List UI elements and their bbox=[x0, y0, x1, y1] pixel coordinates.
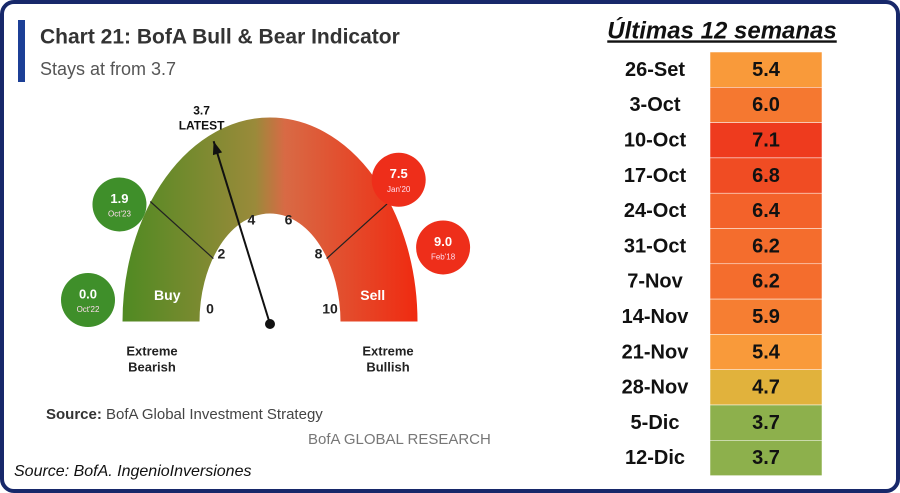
value-cell bbox=[709, 192, 823, 229]
value-label: 5.4 bbox=[752, 341, 781, 363]
end-label: Bearish bbox=[128, 359, 176, 374]
needle bbox=[212, 140, 271, 325]
value-label: 3.7 bbox=[752, 447, 780, 469]
source-label: Source: bbox=[46, 406, 102, 423]
marker bbox=[416, 220, 471, 275]
title-bar bbox=[18, 20, 25, 82]
tick-label: 0 bbox=[206, 301, 214, 317]
value-cell bbox=[709, 157, 823, 194]
week-label: 28-Nov bbox=[622, 377, 690, 399]
footer: Source: BofA. IngenioInversiones bbox=[14, 463, 251, 480]
value-cell bbox=[709, 440, 823, 476]
week-label: 17-Oct bbox=[624, 165, 687, 187]
marker bbox=[371, 152, 426, 207]
marker-date: Oct'22 bbox=[77, 305, 100, 314]
tick-label: 10 bbox=[322, 301, 338, 317]
needle-head bbox=[212, 141, 223, 156]
marker bbox=[61, 273, 115, 327]
week-label: 10-Oct bbox=[624, 130, 687, 152]
value-label: 6.8 bbox=[752, 165, 780, 187]
value-cell bbox=[709, 228, 823, 265]
marker-value: 0.0 bbox=[79, 286, 97, 301]
value-cell bbox=[709, 298, 823, 335]
value-cell bbox=[709, 263, 823, 300]
marker-value: 9.0 bbox=[434, 234, 452, 249]
tick-label: 8 bbox=[315, 245, 323, 261]
week-label: 12-Dic bbox=[625, 447, 685, 469]
zone-label: Sell bbox=[360, 287, 385, 303]
value-label: 5.4 bbox=[752, 59, 781, 81]
latest-value: 3.7 bbox=[193, 103, 210, 117]
value-label: 6.0 bbox=[752, 94, 780, 116]
zone-divider bbox=[326, 201, 391, 259]
source: BofA Global Investment Strategy bbox=[106, 406, 323, 423]
value-cell bbox=[709, 87, 823, 123]
chart-subtitle: Stays at from 3.7 bbox=[40, 59, 176, 79]
zone-divider bbox=[149, 201, 214, 259]
week-label: 24-Oct bbox=[624, 200, 687, 222]
zone-label: Buy bbox=[154, 287, 181, 303]
chart-title: Chart 21: BofA Bull & Bear Indicator bbox=[40, 26, 400, 49]
week-label: 21-Nov bbox=[622, 341, 690, 363]
brand: BofA GLOBAL RESEARCH bbox=[308, 431, 491, 448]
week-label: 14-Nov bbox=[622, 306, 690, 328]
value-label: 7.1 bbox=[752, 130, 780, 152]
value-label: 6.4 bbox=[752, 200, 781, 222]
value-label: 4.7 bbox=[752, 377, 780, 399]
value-cell bbox=[709, 369, 823, 406]
tick-label: 4 bbox=[248, 211, 256, 227]
week-label: 7-Nov bbox=[627, 271, 683, 293]
needle-hub bbox=[265, 319, 275, 329]
end-label: Bullish bbox=[366, 359, 409, 374]
tick-label: 2 bbox=[218, 245, 226, 261]
value-label: 3.7 bbox=[752, 412, 780, 434]
marker bbox=[92, 177, 147, 232]
value-label: 5.9 bbox=[752, 306, 780, 328]
table: 26-Set 5.4 3-Oct 6.0 10-Oct 7.1 17-Oct 6.8 24-Oc… bbox=[622, 51, 823, 476]
end-label: Extreme bbox=[362, 343, 413, 358]
tick-label: 6 bbox=[285, 211, 293, 227]
latest-caption: LATEST bbox=[179, 118, 225, 132]
marker-date: Jan'20 bbox=[387, 185, 411, 194]
value-cell bbox=[709, 334, 823, 370]
marker-value: 1.9 bbox=[110, 191, 128, 206]
week-label: 3-Oct bbox=[629, 94, 680, 116]
marker-value: 7.5 bbox=[390, 166, 408, 181]
value-label: 6.2 bbox=[752, 235, 780, 257]
value-label: 6.2 bbox=[752, 271, 780, 293]
week-label: 5-Dic bbox=[631, 412, 680, 434]
gauge-band bbox=[121, 116, 419, 323]
end-label: Extreme bbox=[126, 343, 177, 358]
marker-date: Feb'18 bbox=[431, 253, 456, 262]
value-cell bbox=[709, 122, 823, 159]
week-label: 31-Oct bbox=[624, 235, 687, 257]
week-label: 26-Set bbox=[625, 59, 685, 81]
table-title: Últimas 12 semanas bbox=[607, 16, 836, 44]
marker-date: Oct'23 bbox=[108, 210, 131, 219]
